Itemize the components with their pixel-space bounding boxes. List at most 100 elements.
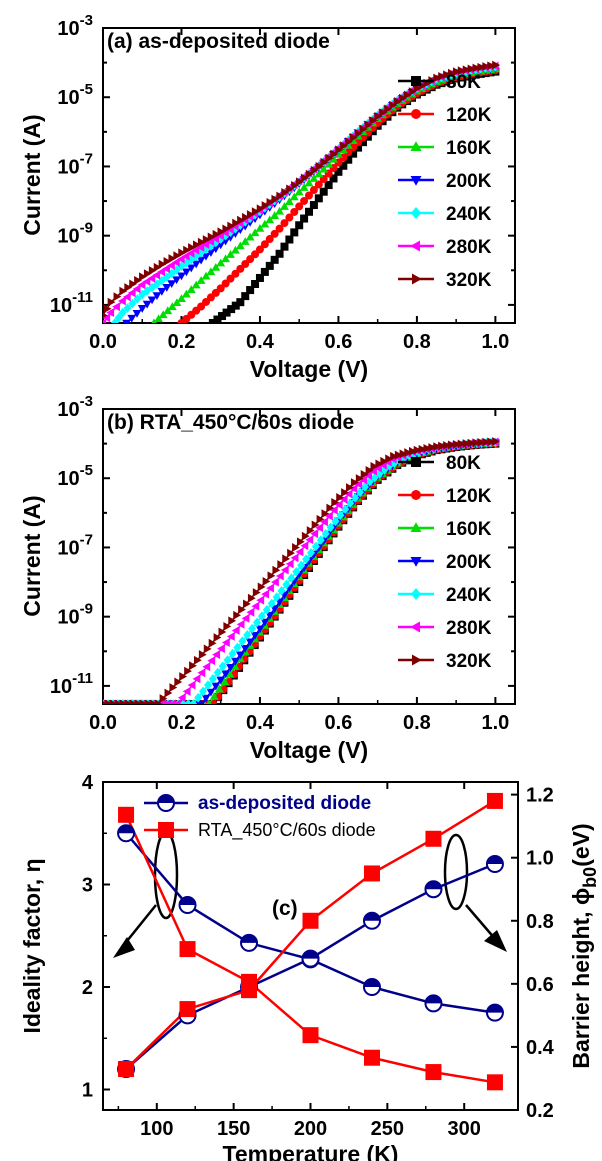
data-point-160K — [284, 197, 294, 206]
data-point-280K — [325, 511, 333, 521]
data-point-160K — [314, 169, 324, 178]
data-point-320K — [174, 677, 183, 687]
data-point-200K — [167, 280, 177, 288]
data-point-240K — [223, 655, 232, 665]
data-point-160K — [280, 202, 289, 210]
data-point-120K — [260, 240, 269, 249]
data-point-320K — [232, 218, 241, 228]
panel-annotation: (c) — [272, 897, 298, 920]
data-point-160K — [172, 298, 182, 307]
data-point-200K — [122, 319, 131, 323]
data-point-240K — [346, 498, 355, 508]
x-tick-label: 0.8 — [403, 712, 431, 734]
data-point-280K — [176, 254, 185, 264]
y-tick-base: 10 — [57, 607, 79, 629]
plot-frame — [102, 408, 516, 705]
panel-title: (a) as-deposited diode — [107, 30, 330, 53]
data-point-80K — [344, 155, 353, 164]
data-point-200K — [235, 651, 245, 660]
data-point-320K — [364, 120, 373, 130]
data-point-280K — [305, 535, 314, 545]
data-point-280K — [192, 674, 201, 684]
data-point-280K — [364, 471, 373, 480]
data-point-240K — [311, 541, 320, 552]
data-point-280K — [112, 302, 120, 312]
data-point-120K — [305, 191, 313, 200]
legend-label: as-deposited diode — [198, 793, 371, 814]
data-point-320K — [153, 262, 162, 272]
y-tick-label: 10-9 — [57, 601, 93, 629]
legend-marker — [158, 822, 174, 838]
data-point-240K — [253, 617, 262, 628]
data-point-320K — [246, 210, 255, 219]
data-point-160K — [206, 699, 212, 704]
data-point-320K — [418, 444, 427, 454]
data-point-120K — [300, 196, 309, 205]
data-point-320K — [164, 688, 173, 698]
y-right-tick-label: 1.0 — [526, 848, 554, 870]
data-point-160K — [304, 178, 314, 187]
data-point-320K — [223, 621, 232, 631]
data-point-240K — [306, 548, 315, 558]
data-point-320K — [311, 520, 320, 530]
data-point-320K — [158, 259, 167, 269]
data-point-280K — [137, 280, 146, 290]
data-point-240K — [184, 699, 193, 704]
x-tick-label: 0.2 — [168, 331, 196, 353]
y-left-tick-label: 3 — [82, 875, 93, 897]
data-point-160K — [225, 669, 235, 678]
data-point-320K — [374, 111, 383, 121]
data-point-80K — [280, 242, 289, 251]
data-point-280K — [152, 270, 161, 280]
data-point-160K — [319, 164, 329, 173]
y-tick-exponent: -7 — [80, 150, 93, 167]
data-point-160K — [216, 258, 226, 267]
data-point-240K — [228, 648, 237, 659]
y-tick-label: 10-3 — [57, 393, 93, 421]
data-point-200K — [132, 309, 142, 318]
data-point-120K — [265, 235, 274, 244]
data-point-280K — [207, 656, 216, 666]
data-point-280K — [118, 296, 126, 306]
data-point-80K — [285, 235, 294, 244]
y-tick-label: 10-7 — [57, 531, 93, 559]
data-point-320K — [472, 438, 481, 448]
y-right-axis-label: Barrier height, ϕb0(eV) — [568, 823, 600, 1068]
data-point-80K — [227, 305, 236, 314]
data-point-320K — [403, 90, 412, 100]
data-point-240K — [114, 312, 123, 323]
data-point-240K — [297, 560, 306, 571]
data-point-280K — [122, 292, 131, 302]
y-tick-label: 10-3 — [57, 12, 93, 40]
data-point-320K — [103, 304, 112, 314]
data-point-240K — [390, 458, 399, 468]
right-group-ellipse — [443, 833, 469, 911]
data-point-320K — [295, 177, 304, 187]
data-point-280K — [231, 626, 240, 635]
data-point-80K — [334, 167, 343, 176]
data-point-320K — [433, 442, 442, 451]
data-point-80K — [260, 267, 269, 276]
data-point-320K — [198, 650, 207, 659]
data-point-240K — [118, 307, 127, 318]
data-point-320K — [233, 610, 242, 620]
x-tick-label: 250 — [371, 1118, 404, 1140]
data-point-240K — [262, 605, 271, 615]
series-group — [103, 437, 500, 704]
data-point-320K — [462, 65, 471, 75]
data-point-320K — [300, 173, 309, 183]
data-point-120K — [309, 186, 318, 195]
data-point-200K — [231, 657, 240, 666]
data-point-80K — [246, 286, 255, 295]
data-point-200K — [206, 688, 216, 697]
x-tick-label: 100 — [140, 1118, 173, 1140]
legend-marker — [410, 176, 422, 186]
data-point-240K — [321, 528, 330, 539]
data-point-320K — [301, 531, 310, 541]
data-point-280K — [132, 284, 141, 294]
data-point-ideality-fill — [363, 979, 380, 987]
data-point-320K — [163, 256, 172, 266]
data-point-240K — [248, 623, 257, 634]
y-tick-label: 10-5 — [57, 462, 93, 490]
right-arrow-shaft — [465, 904, 497, 941]
